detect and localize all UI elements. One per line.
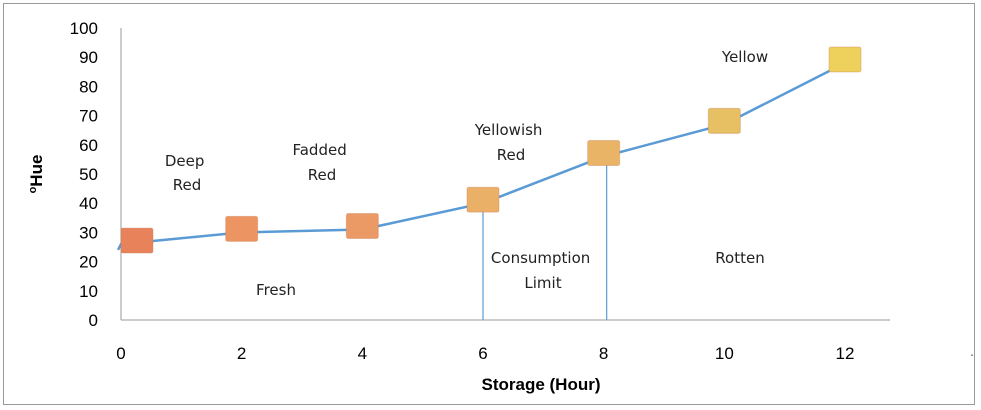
x-tick-label: 8 <box>599 344 608 363</box>
annotation-deep-red-line2: Red <box>173 176 202 194</box>
annotation-consumption-limit-line1: Consumption <box>491 249 590 267</box>
y-tick-label: 80 <box>79 77 98 96</box>
y-tick-labels: 0 10 20 30 40 50 60 70 80 90 100 <box>70 19 98 330</box>
x-tick-label: 4 <box>358 344 367 363</box>
y-tick-label: 60 <box>79 136 98 155</box>
x-tick-label: 12 <box>836 344 855 363</box>
x-tick-label: 2 <box>237 344 246 363</box>
y-axis-title-main: Hue <box>27 155 46 187</box>
annotation-fadded-red-line1: Fadded <box>292 141 346 159</box>
x-tick-label: 6 <box>478 344 487 363</box>
annotation-yellowish-red-line1: Yellowish <box>474 121 543 139</box>
stray-mark: . <box>970 343 974 359</box>
annotation-fadded-red: Fadded Red <box>292 141 351 184</box>
y-tick-label: 40 <box>79 194 98 213</box>
annotation-deep-red-line1: Deep <box>165 152 205 170</box>
y-tick-label: 50 <box>79 165 98 184</box>
annotation-fadded-red-line2: Red <box>308 166 337 184</box>
y-axis-title-superscript: o <box>27 186 39 193</box>
hue-marker-point <box>828 46 862 73</box>
y-tick-label: 30 <box>79 223 98 242</box>
x-tick-labels: 0 2 4 6 8 10 12 <box>116 344 854 363</box>
hue-marker-point <box>466 186 500 213</box>
hue-marker-point <box>225 215 259 242</box>
y-tick-label: 0 <box>89 311 98 330</box>
x-axis-title: Storage (Hour) <box>482 375 601 394</box>
hue-marker-point <box>587 139 621 166</box>
x-tick-label: 10 <box>715 344 734 363</box>
hue-marker-point <box>120 227 154 254</box>
annotation-rotten: Rotten <box>715 249 764 267</box>
annotation-consumption-limit: Consumption Limit <box>491 249 595 292</box>
hue-markers <box>120 46 862 254</box>
y-tick-label: 90 <box>79 48 98 67</box>
annotation-consumption-limit-line2: Limit <box>524 274 561 292</box>
y-tick-label: 100 <box>70 19 98 38</box>
y-tick-label: 70 <box>79 107 98 126</box>
annotation-fresh: Fresh <box>256 281 296 299</box>
y-axis-title: oHue <box>27 155 46 194</box>
annotation-yellowish-red: Yellowish Red <box>474 121 547 164</box>
y-tick-label: 20 <box>79 253 98 272</box>
hue-marker-point <box>345 212 379 239</box>
y-tick-label: 10 <box>79 282 98 301</box>
annotation-deep-red: Deep Red <box>165 152 209 194</box>
hue-marker-point <box>707 107 741 134</box>
annotation-yellowish-red-line2: Red <box>497 146 526 164</box>
x-tick-label: 0 <box>116 344 125 363</box>
annotation-yellow: Yellow <box>721 48 768 66</box>
